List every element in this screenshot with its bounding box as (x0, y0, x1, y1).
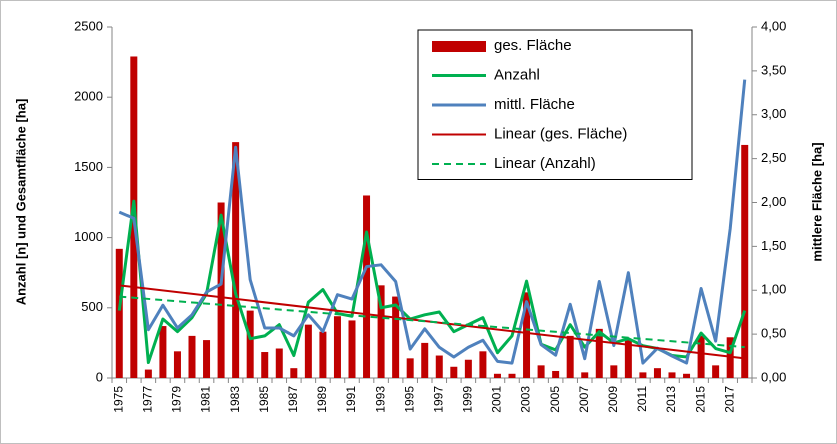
bar (392, 296, 400, 378)
bar (683, 373, 691, 378)
y2-tick-label: 2,00 (761, 194, 786, 209)
x-tick-label: 1997 (431, 386, 445, 413)
bar (232, 142, 240, 378)
x-tick-label: 2005 (548, 386, 562, 413)
bar (435, 355, 443, 378)
bar (333, 316, 341, 378)
bar (319, 331, 327, 378)
line (118, 79, 747, 365)
bar (290, 368, 298, 378)
bar (610, 365, 618, 378)
y2-tick-label: 2,50 (761, 150, 786, 165)
bar (523, 292, 531, 378)
x-tick-label: 2017 (722, 386, 736, 413)
legend-label: ges. Fläche (494, 37, 572, 54)
bar (217, 202, 225, 378)
x-tick-label: 2003 (519, 386, 533, 413)
bar (653, 368, 661, 378)
y2-tick-label: 3,00 (761, 106, 786, 121)
bar (261, 352, 269, 378)
y-tick-label: 1500 (74, 159, 103, 174)
bar (173, 351, 181, 378)
x-tick-label: 1999 (461, 386, 475, 413)
x-tick-label: 1977 (141, 386, 155, 413)
bar (275, 348, 283, 378)
bar (697, 335, 705, 378)
x-tick-label: 1993 (373, 386, 387, 413)
x-tick-label: 1985 (257, 386, 271, 413)
x-tick-label: 1983 (228, 386, 242, 413)
x-tick-label: 2007 (577, 386, 591, 413)
bar (508, 373, 516, 378)
legend-label: Linear (Anzahl) (494, 155, 596, 172)
bar (595, 328, 603, 378)
bar (115, 248, 123, 378)
y2-axis-title: mittlere Fläche [ha] (809, 142, 824, 261)
bar (537, 365, 545, 378)
y2-tick-label: 4,00 (761, 18, 786, 33)
y-tick-label: 2500 (74, 18, 103, 33)
y2-tick-label: 0,00 (761, 369, 786, 384)
bar (203, 340, 211, 378)
x-tick-label: 1995 (402, 386, 416, 413)
y2-tick-label: 3,50 (761, 62, 786, 77)
bar (348, 320, 356, 378)
bar (493, 373, 501, 378)
y2-tick-label: 1,00 (761, 282, 786, 297)
bar (246, 310, 254, 378)
x-tick-label: 1981 (199, 386, 213, 413)
x-tick-label: 2011 (635, 386, 649, 412)
y-axis-title: Anzahl [n] und Gesamtfläche [ha] (13, 99, 28, 306)
bar (421, 342, 429, 378)
legend-label: Anzahl (494, 66, 540, 83)
x-tick-label: 2013 (664, 386, 678, 413)
bar (188, 335, 196, 378)
trend-line (119, 295, 745, 349)
bar (159, 326, 167, 378)
y-tick-label: 1000 (74, 229, 103, 244)
bar (377, 285, 385, 378)
bar (304, 324, 312, 378)
bar (552, 370, 560, 378)
bar (566, 335, 574, 378)
bar (450, 366, 458, 378)
legend-label: mittl. Fläche (494, 96, 575, 113)
bar (581, 372, 589, 378)
x-tick-label: 2009 (606, 386, 620, 413)
y-tick-label: 0 (96, 369, 103, 384)
bar (479, 351, 487, 378)
x-tick-label: 2015 (693, 386, 707, 413)
bar (668, 372, 676, 378)
bar (624, 340, 632, 378)
legend-label: Linear (ges. Fläche) (494, 125, 627, 142)
legend-swatch (432, 41, 486, 52)
x-tick-label: 1987 (286, 386, 300, 413)
x-tick-label: 1989 (315, 386, 329, 413)
bar (464, 359, 472, 378)
bar (363, 195, 371, 378)
y-tick-label: 2000 (74, 89, 103, 104)
y-tick-label: 500 (81, 299, 103, 314)
x-tick-label: 1975 (111, 386, 125, 413)
bar (406, 358, 414, 378)
bar (144, 369, 152, 378)
bar (712, 365, 720, 378)
x-tick-label: 1991 (344, 386, 358, 413)
x-tick-label: 1979 (170, 386, 184, 413)
bar (639, 372, 647, 378)
bar (741, 144, 749, 378)
x-tick-label: 2001 (490, 386, 504, 413)
y2-tick-label: 1,50 (761, 238, 786, 253)
y2-tick-label: 0,50 (761, 326, 786, 341)
